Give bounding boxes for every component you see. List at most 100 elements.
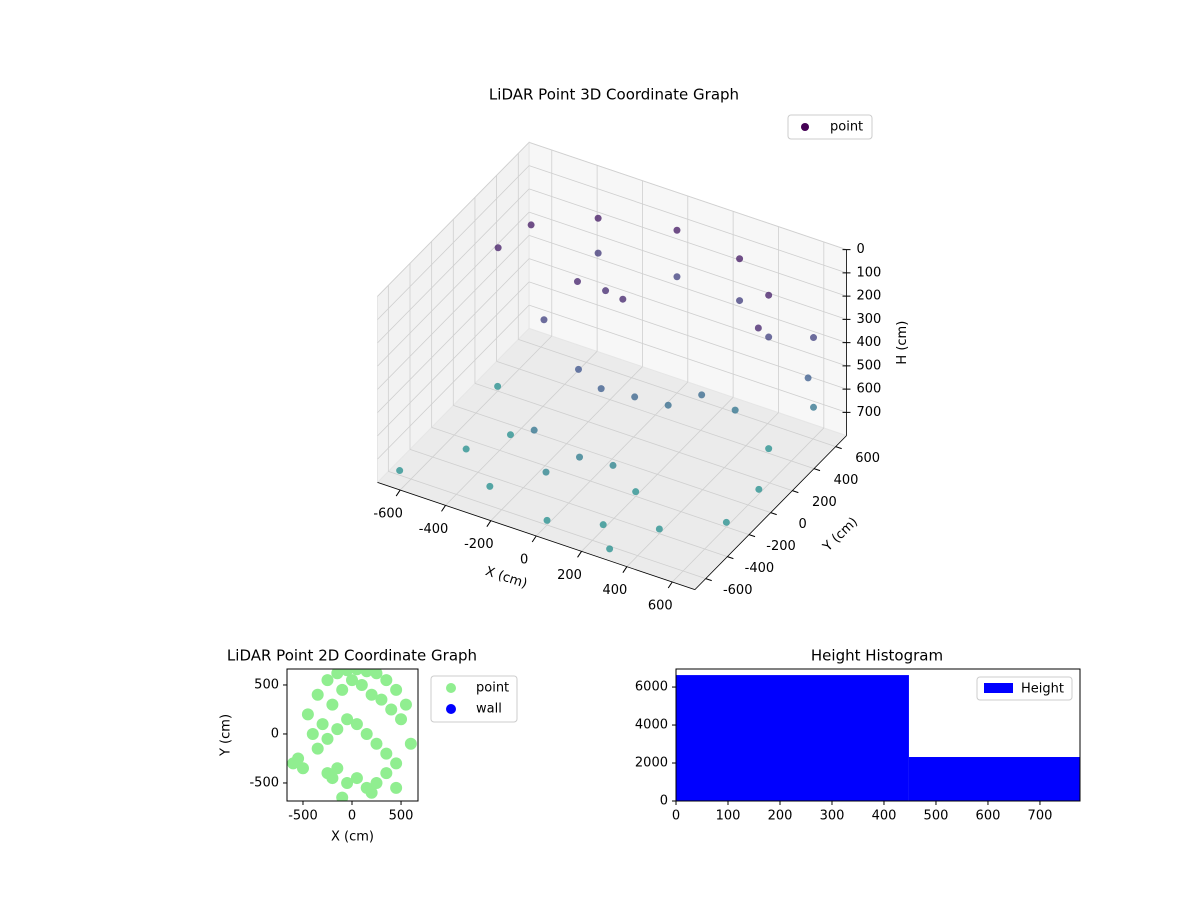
point xyxy=(404,737,417,750)
point xyxy=(673,273,681,281)
point xyxy=(350,772,363,785)
point xyxy=(599,521,607,529)
chart-title: LiDAR Point 2D Coordinate Graph xyxy=(227,647,477,665)
grid-line xyxy=(518,338,836,448)
y-tick-label: 2000 xyxy=(635,756,668,771)
point xyxy=(365,786,378,799)
y-tick-label: 6000 xyxy=(635,680,668,695)
grid-line xyxy=(496,360,815,470)
grid-line xyxy=(528,304,847,413)
y-tick-label: -200 xyxy=(766,539,796,554)
point xyxy=(765,445,773,453)
point xyxy=(804,374,812,382)
grid-line xyxy=(377,211,530,367)
x-tick-label: 200 xyxy=(768,809,793,824)
point xyxy=(311,688,324,701)
y-axis-line xyxy=(694,435,847,590)
y-tick-label: -500 xyxy=(249,775,279,790)
grid-line xyxy=(388,470,706,580)
grid-line xyxy=(528,234,847,344)
x-tick-label: 600 xyxy=(648,598,673,613)
x-tick-label: -200 xyxy=(464,537,494,552)
point xyxy=(350,669,363,676)
point xyxy=(390,757,403,770)
legend-marker xyxy=(801,123,809,131)
z-tick-label: 600 xyxy=(857,382,882,397)
legend-marker xyxy=(446,704,456,714)
grid-line xyxy=(377,188,530,344)
y-axis-label: Y (cm) xyxy=(820,515,861,556)
legend-label: wall xyxy=(476,702,502,717)
z-tick-label: 700 xyxy=(857,405,882,420)
grid-line xyxy=(431,426,750,536)
z-tick-label: 100 xyxy=(857,265,882,280)
point xyxy=(287,757,300,770)
z-axis-label: H (cm) xyxy=(895,321,910,365)
point xyxy=(810,334,818,342)
z-tick-label: 300 xyxy=(857,312,882,327)
tick-mark xyxy=(441,505,446,512)
grid-line xyxy=(528,165,847,274)
point xyxy=(736,255,744,263)
point xyxy=(396,467,404,475)
plot-area xyxy=(287,669,417,801)
point xyxy=(346,674,359,687)
z-tick-label: 400 xyxy=(857,335,882,350)
x-axis-label: X (cm) xyxy=(331,830,374,845)
point xyxy=(341,713,354,726)
point xyxy=(573,278,581,286)
tick-mark xyxy=(705,578,712,582)
grid-line xyxy=(453,404,771,514)
chart-title: LiDAR Point 3D Coordinate Graph xyxy=(489,86,739,104)
tick-mark xyxy=(531,535,537,543)
grid-line xyxy=(528,188,847,297)
x-tick-label: 0 xyxy=(672,809,680,824)
point xyxy=(326,772,339,785)
z-tick-label: 0 xyxy=(857,242,865,257)
point xyxy=(506,431,514,439)
point xyxy=(542,468,550,476)
point xyxy=(395,713,408,726)
point xyxy=(722,518,730,526)
point xyxy=(321,732,334,745)
bar xyxy=(908,757,1080,801)
y-tick-label: -600 xyxy=(723,583,753,598)
legend-box xyxy=(787,114,873,140)
y-tick-label: 0 xyxy=(271,726,279,741)
x-tick-label: 500 xyxy=(924,809,949,824)
tick-mark xyxy=(748,534,756,538)
point xyxy=(316,718,329,731)
legend-marker xyxy=(984,683,1013,693)
point xyxy=(360,727,373,740)
point xyxy=(486,482,494,490)
x-tick-label: 600 xyxy=(976,809,1001,824)
y-tick-label: 500 xyxy=(254,677,279,692)
point xyxy=(810,403,818,411)
legend-label: Height xyxy=(1021,682,1064,697)
point xyxy=(380,747,393,760)
tick-mark xyxy=(727,556,734,560)
y-tick-label: 0 xyxy=(660,794,668,809)
x-tick-label: 300 xyxy=(820,809,845,824)
grid-line xyxy=(528,281,847,390)
point xyxy=(296,762,309,775)
point xyxy=(331,762,344,775)
grid-line xyxy=(377,304,530,460)
point xyxy=(540,316,548,324)
grid-line xyxy=(528,211,847,320)
point xyxy=(390,683,403,696)
y-tick-label: -400 xyxy=(745,561,775,576)
point xyxy=(731,406,739,414)
tick-mark xyxy=(577,551,582,558)
point xyxy=(673,226,681,234)
grid-line xyxy=(377,281,530,437)
x-tick-label: 500 xyxy=(389,809,414,824)
point xyxy=(370,669,383,680)
point xyxy=(594,249,602,257)
point xyxy=(350,718,363,731)
point xyxy=(390,781,403,794)
point xyxy=(360,669,373,678)
point xyxy=(754,324,762,332)
